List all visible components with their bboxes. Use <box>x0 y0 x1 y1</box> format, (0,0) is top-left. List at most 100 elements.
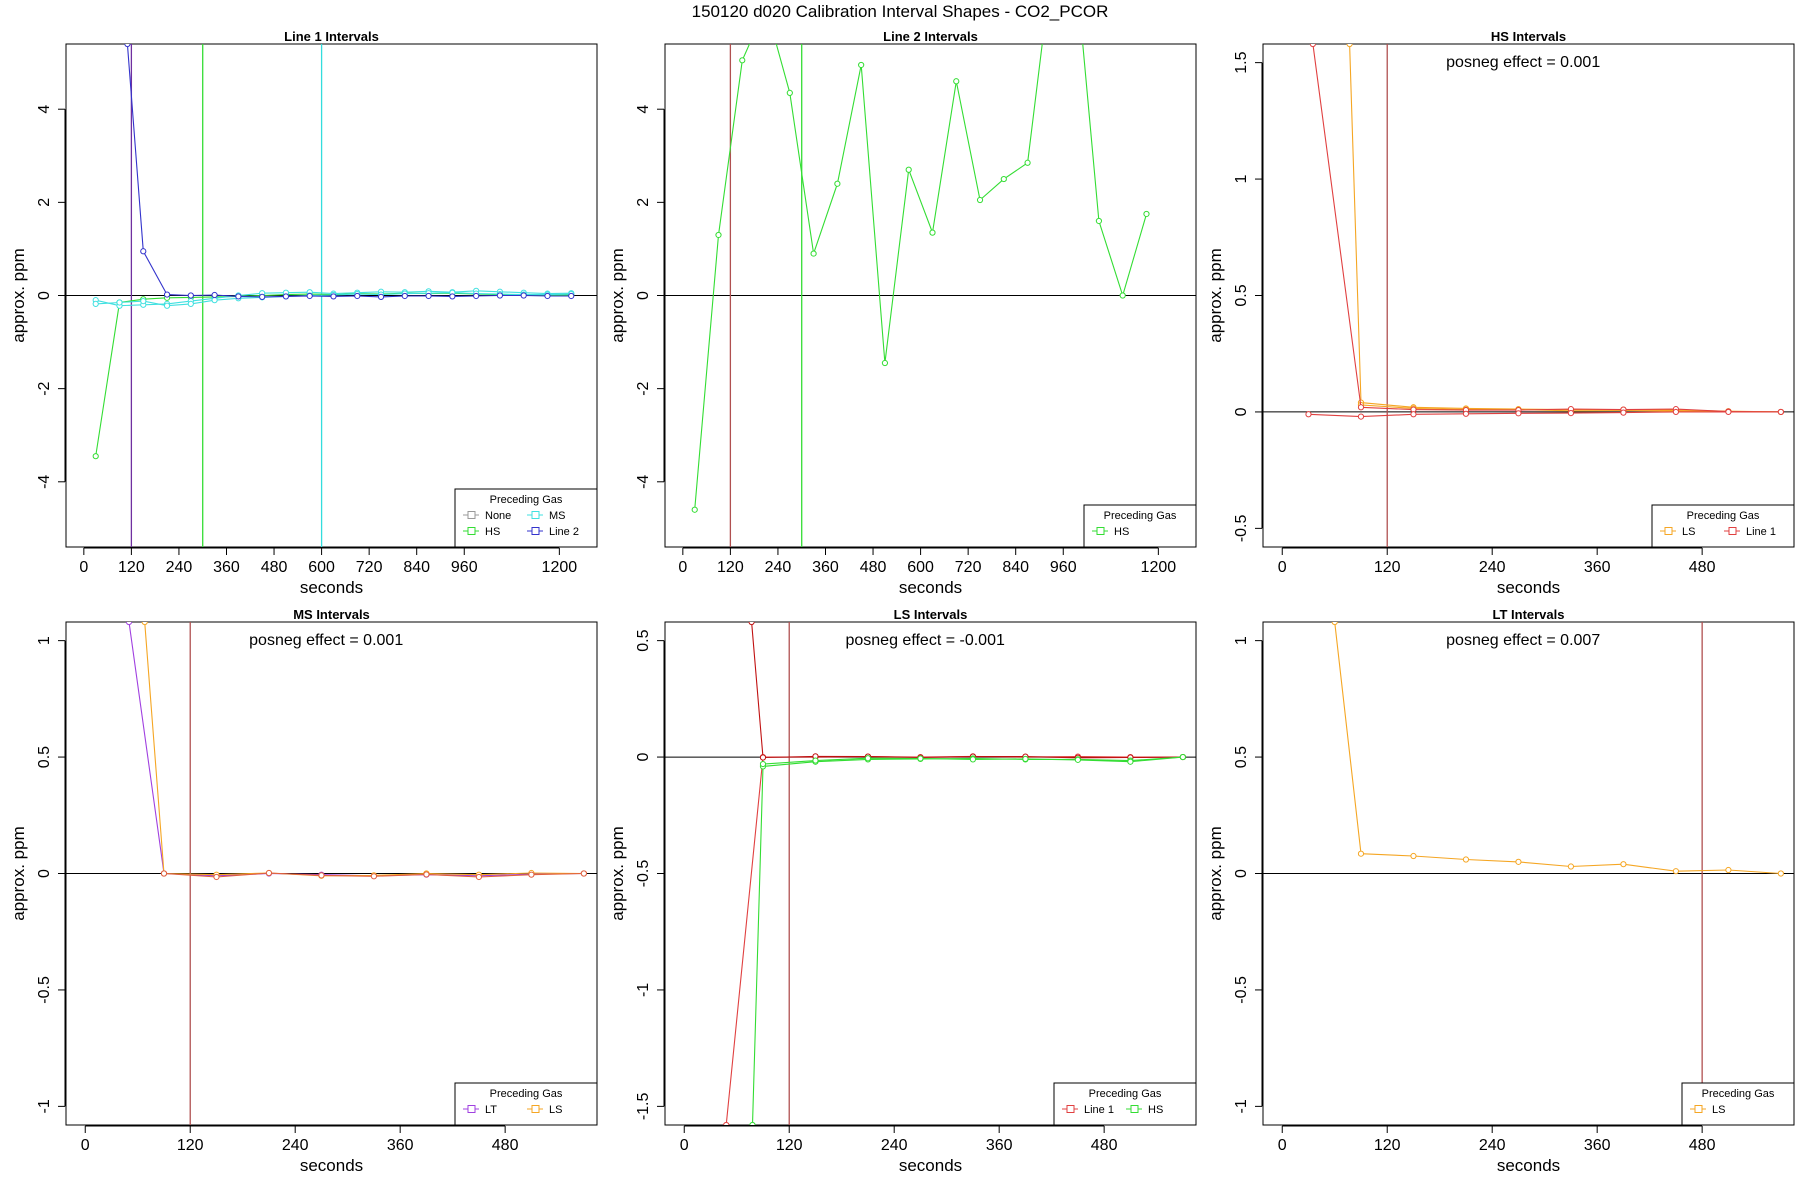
x-axis-label: seconds <box>1497 1156 1560 1175</box>
y-tick-label: -1 <box>1233 1099 1250 1113</box>
y-tick-label: 1 <box>1233 175 1250 184</box>
posneg-annotation: posneg effect = -0.001 <box>845 632 1004 649</box>
legend-swatch-marker <box>467 527 476 535</box>
x-tick-label: 240 <box>1479 559 1506 576</box>
series-point <box>1725 866 1732 874</box>
x-tick-label: 360 <box>986 1137 1013 1154</box>
legend: Preceding Gas LT LS <box>454 1082 598 1126</box>
series-line-1 <box>725 755 1183 1125</box>
legend-box <box>1083 504 1197 548</box>
series-point <box>1725 408 1732 416</box>
legend: Preceding Gas LS <box>1681 1082 1795 1126</box>
series-point <box>235 293 242 300</box>
x-tick-label: 240 <box>765 559 792 576</box>
x-tick-label: 0 <box>678 559 687 576</box>
plot-frame <box>664 621 1197 1126</box>
y-tick-label: 0 <box>635 753 652 762</box>
x-tick-label: 480 <box>1689 559 1716 576</box>
series-point <box>306 292 313 300</box>
series-point <box>401 292 408 300</box>
series-point <box>917 755 924 762</box>
y-tick-label: 0 <box>1233 869 1250 878</box>
y-axis-label: approx. ppm <box>1206 826 1225 921</box>
panel-title: LT Intervals <box>1492 607 1564 622</box>
y-tick-label: 0.5 <box>1233 284 1250 306</box>
y-tick-label: 0 <box>635 291 652 300</box>
panel-6: LT Intervals 0 120 240 360 480 seconds -1 -0.5 0 0… <box>1206 607 1795 1175</box>
x-tick-label: 240 <box>1479 1137 1506 1154</box>
series-point <box>1620 409 1627 416</box>
panel-title: HS Intervals <box>1491 29 1566 44</box>
series-point <box>739 57 746 64</box>
series-point <box>125 622 133 626</box>
series-point <box>1074 756 1082 763</box>
legend-swatch-marker <box>1728 527 1737 535</box>
panel-title: Line 1 Intervals <box>284 29 379 44</box>
legend-title: Preceding Gas <box>1089 1088 1162 1100</box>
x-tick-label: 360 <box>387 1137 414 1154</box>
legend-entry-label: LS <box>549 1104 562 1116</box>
series-point <box>1515 858 1522 865</box>
series-point <box>1127 758 1134 765</box>
x-tick-label: 720 <box>356 559 383 576</box>
y-axis-label: approx. ppm <box>608 826 627 921</box>
legend-title: Preceding Gas <box>1104 510 1177 522</box>
y-tick-label: 2 <box>36 198 53 207</box>
legend-entry-label: Line 2 <box>549 526 579 538</box>
y-tick-label: 1.5 <box>1233 51 1250 73</box>
panel-title: Line 2 Intervals <box>883 29 978 44</box>
panel-3: HS Intervals 0 120 240 360 480 seconds -0.5 0 0.5… <box>1206 29 1795 597</box>
legend-swatch-marker <box>1694 1105 1703 1113</box>
y-tick-label: -0.5 <box>36 976 53 1004</box>
plot-area <box>665 4 1196 547</box>
series-point <box>715 231 722 239</box>
series-point <box>141 622 148 626</box>
series-point <box>763 4 768 9</box>
x-tick-label: 240 <box>881 1137 908 1154</box>
x-tick-label: 120 <box>776 1137 803 1154</box>
series-point <box>187 292 194 299</box>
y-tick-label: 1 <box>36 636 53 645</box>
panel-title: MS Intervals <box>293 607 370 622</box>
series-line-1 <box>1334 622 1781 875</box>
series-point <box>749 1121 756 1125</box>
x-tick-label: 960 <box>451 559 478 576</box>
series-point <box>1119 292 1126 299</box>
series-point <box>976 196 984 204</box>
series-point <box>1179 753 1186 761</box>
series-point <box>528 871 535 878</box>
y-axis-label: approx. ppm <box>1206 248 1225 343</box>
posneg-annotation: posneg effect = 0.001 <box>249 632 403 649</box>
y-tick-label: -2 <box>635 381 652 395</box>
plot-area <box>1263 44 1794 547</box>
series-point <box>1346 44 1353 48</box>
page-title: 150120 d020 Calibration Interval Shapes … <box>691 2 1109 21</box>
legend-entry-label: MS <box>549 510 566 522</box>
legend-swatch-marker <box>531 511 540 519</box>
series-point <box>858 61 865 69</box>
x-tick-label: 480 <box>492 1137 519 1154</box>
series-point <box>163 291 171 298</box>
series-point <box>1095 217 1103 225</box>
legend-entry-label: LS <box>1682 526 1695 538</box>
series-point <box>1000 175 1007 183</box>
series-point <box>864 755 872 762</box>
y-axis-label: approx. ppm <box>9 826 28 921</box>
series-point <box>905 166 912 173</box>
series-point <box>1462 856 1470 863</box>
series-point <box>282 293 290 300</box>
x-tick-label: 480 <box>860 559 887 576</box>
x-tick-label: 120 <box>717 559 744 576</box>
legend-entry-label: Line 1 <box>1746 526 1776 538</box>
series-point <box>929 229 936 236</box>
legend-swatch-marker <box>1096 527 1105 535</box>
y-axis-label: approx. ppm <box>608 248 627 343</box>
series-point <box>1309 44 1316 48</box>
series-line-1 <box>1349 44 1781 413</box>
series-point <box>1672 408 1680 416</box>
series-point <box>786 89 793 97</box>
y-tick-label: -4 <box>635 475 652 489</box>
legend: Preceding Gas Line 1 HS <box>1053 1082 1197 1126</box>
series-point <box>475 873 483 881</box>
